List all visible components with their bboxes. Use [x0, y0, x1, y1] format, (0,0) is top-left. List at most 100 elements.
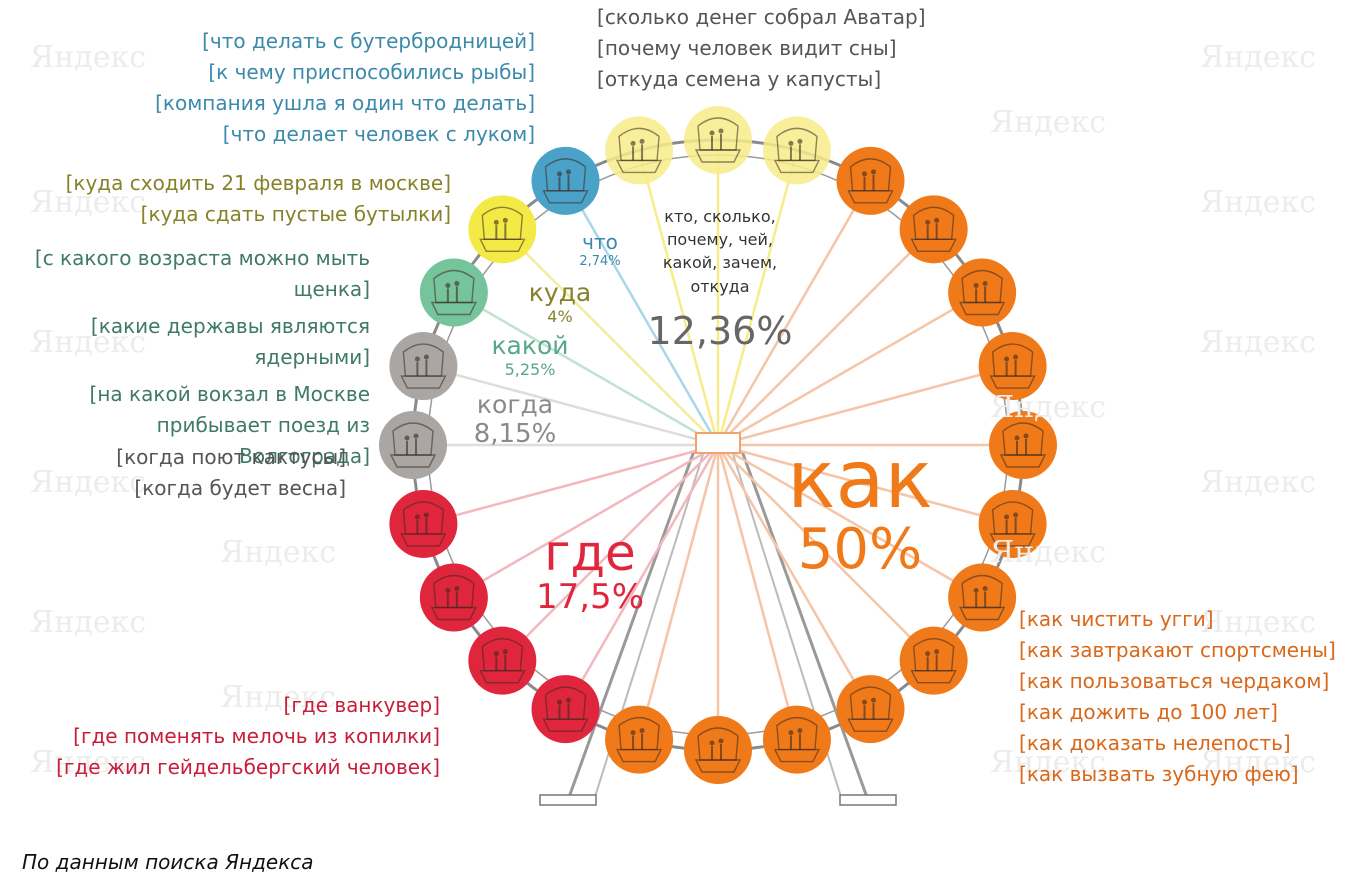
yandex-watermark: Яндекс [30, 605, 147, 640]
slice-percent-kakoi: 5,25% [504, 360, 556, 379]
queries-kogda: когда поют кактусы когда будет весна [116, 442, 346, 504]
cabin-kak [762, 705, 831, 774]
spoke-kuda [501, 228, 719, 446]
source-footnote: По данным поиска Яндекса [22, 850, 314, 874]
cabin-gde [531, 675, 600, 744]
queries-kak: как чистить угги как завтракают спортсме… [1019, 604, 1336, 790]
cabin-gde [419, 563, 488, 632]
spoke-kak [717, 364, 1013, 447]
query-item: где жил гейдельбергский человек [56, 752, 440, 783]
yandex-watermark: Яндекс [1200, 465, 1317, 500]
query-item: как пользоваться чердаком [1019, 666, 1336, 697]
query-item: как дожить до 100 лет [1019, 697, 1336, 728]
yandex-watermark: Яндекс [1200, 325, 1317, 360]
query-item: когда поют кактусы [116, 442, 346, 473]
cabin-kuda [468, 195, 537, 264]
slice-label-gde: где 17,5% [515, 528, 665, 614]
spoke-others [716, 150, 799, 446]
query-item: сколько денег собрал Аватар [597, 2, 926, 33]
spoke-kak [637, 444, 720, 740]
slice-word-kakoi: какой [491, 331, 569, 360]
query-item: где поменять мелочь из копилки [56, 721, 440, 752]
slice-percent-chto: 2,74% [579, 254, 621, 269]
cabin-kogda [389, 332, 458, 401]
spoke-kak [717, 444, 935, 662]
queries-gde: где ванкувер где поменять мелочь из копи… [56, 690, 440, 783]
cabin-kak [948, 258, 1017, 327]
cabin-kak [605, 705, 674, 774]
query-item: куда сходить 21 февраля в москве [66, 168, 451, 199]
spoke-others [637, 150, 720, 446]
slice-percent-gde: 17,5% [535, 577, 644, 617]
spoke-kak [716, 444, 872, 710]
cabin-kak [836, 146, 905, 215]
cabin-others [684, 106, 752, 174]
cabin-kogda [379, 411, 447, 479]
cabin-gde [389, 489, 458, 558]
yandex-watermark: Яндекс [1200, 40, 1317, 75]
query-item: куда сдать пустые бутылки [66, 199, 451, 230]
queries-kakoi: с какого возраста можно мыть щенка какие… [25, 243, 370, 472]
wheel-stand [539, 450, 897, 806]
yandex-watermark: Яндекс [990, 390, 1107, 425]
cabin-kak [836, 675, 905, 744]
query-item: как завтракают спортсмены [1019, 635, 1336, 666]
cabin-others [762, 116, 831, 185]
slice-percent-kak: 50% [797, 517, 923, 582]
query-item: с какого возраста можно мыть щенка [25, 243, 370, 305]
cabin-kak [948, 563, 1017, 632]
yandex-watermark: Яндекс [220, 535, 337, 570]
queries-chto: что делать с бутербродницей к чему присп… [155, 26, 535, 150]
spoke-gde [423, 443, 719, 526]
cabin-chto [531, 146, 600, 215]
query-item: как вызвать зубную фею [1019, 759, 1336, 790]
spoke-kak [716, 180, 872, 446]
yandex-watermark: Яндекс [30, 40, 147, 75]
slice-label-others: кто, сколько, почему, чей, какой, зачем,… [640, 205, 800, 350]
slice-label-kakoi: какой 5,25% [475, 333, 585, 378]
yandex-watermark: Яндекс [990, 105, 1107, 140]
slice-label-kak: как 50% [770, 440, 950, 578]
spoke-kak [717, 291, 983, 447]
cabin-others [605, 116, 674, 185]
slice-label-kogda: когда 8,15% [460, 392, 570, 447]
slice-word-gde: где [544, 524, 636, 582]
cabin-kak [978, 489, 1047, 558]
spoke-kak [717, 443, 983, 599]
spoke-kak [717, 228, 935, 446]
wheel-hub [695, 432, 741, 454]
query-item: где ванкувер [56, 690, 440, 721]
cabin-kak [989, 411, 1057, 479]
spoke-gde [501, 444, 719, 662]
spoke-gde [564, 444, 720, 710]
yandex-watermark: Яндекс [990, 535, 1107, 570]
slice-percent-kogda: 8,15% [473, 419, 557, 449]
spoke-chto [564, 180, 720, 446]
cabin-kak [899, 195, 968, 264]
cabin-kak [684, 716, 752, 784]
spoke-kak [717, 443, 1013, 526]
slice-word-kogda: когда [476, 390, 554, 419]
cabin-gde [468, 626, 537, 695]
slice-word-others: кто, сколько, почему, чей, какой, зачем,… [662, 207, 778, 296]
query-item: когда будет весна [116, 473, 346, 504]
slice-percent-others: 12,36% [647, 308, 793, 353]
query-item: как доказать нелепость [1019, 728, 1336, 759]
slice-word-chto: что [582, 230, 618, 254]
slice-word-kuda: куда [528, 278, 592, 307]
query-item: откуда семена у капусты [597, 64, 926, 95]
spoke-gde [453, 443, 719, 599]
slice-label-kuda: куда 4% [505, 280, 615, 325]
query-item: к чему приспособились рыбы [155, 57, 535, 88]
cabin-kak [899, 626, 968, 695]
query-item: почему человек видит сны [597, 33, 926, 64]
query-item: как чистить угги [1019, 604, 1336, 635]
spoke-kakoi [453, 291, 719, 447]
spoke-kogda [423, 364, 719, 447]
queries-others: сколько денег собрал Аватар почему челов… [597, 2, 926, 95]
query-item: какие державы являются ядерными [25, 311, 370, 373]
spoke-kak [716, 444, 799, 740]
queries-kuda: куда сходить 21 февраля в москве куда сд… [66, 168, 451, 230]
slice-percent-kuda: 4% [547, 307, 573, 326]
